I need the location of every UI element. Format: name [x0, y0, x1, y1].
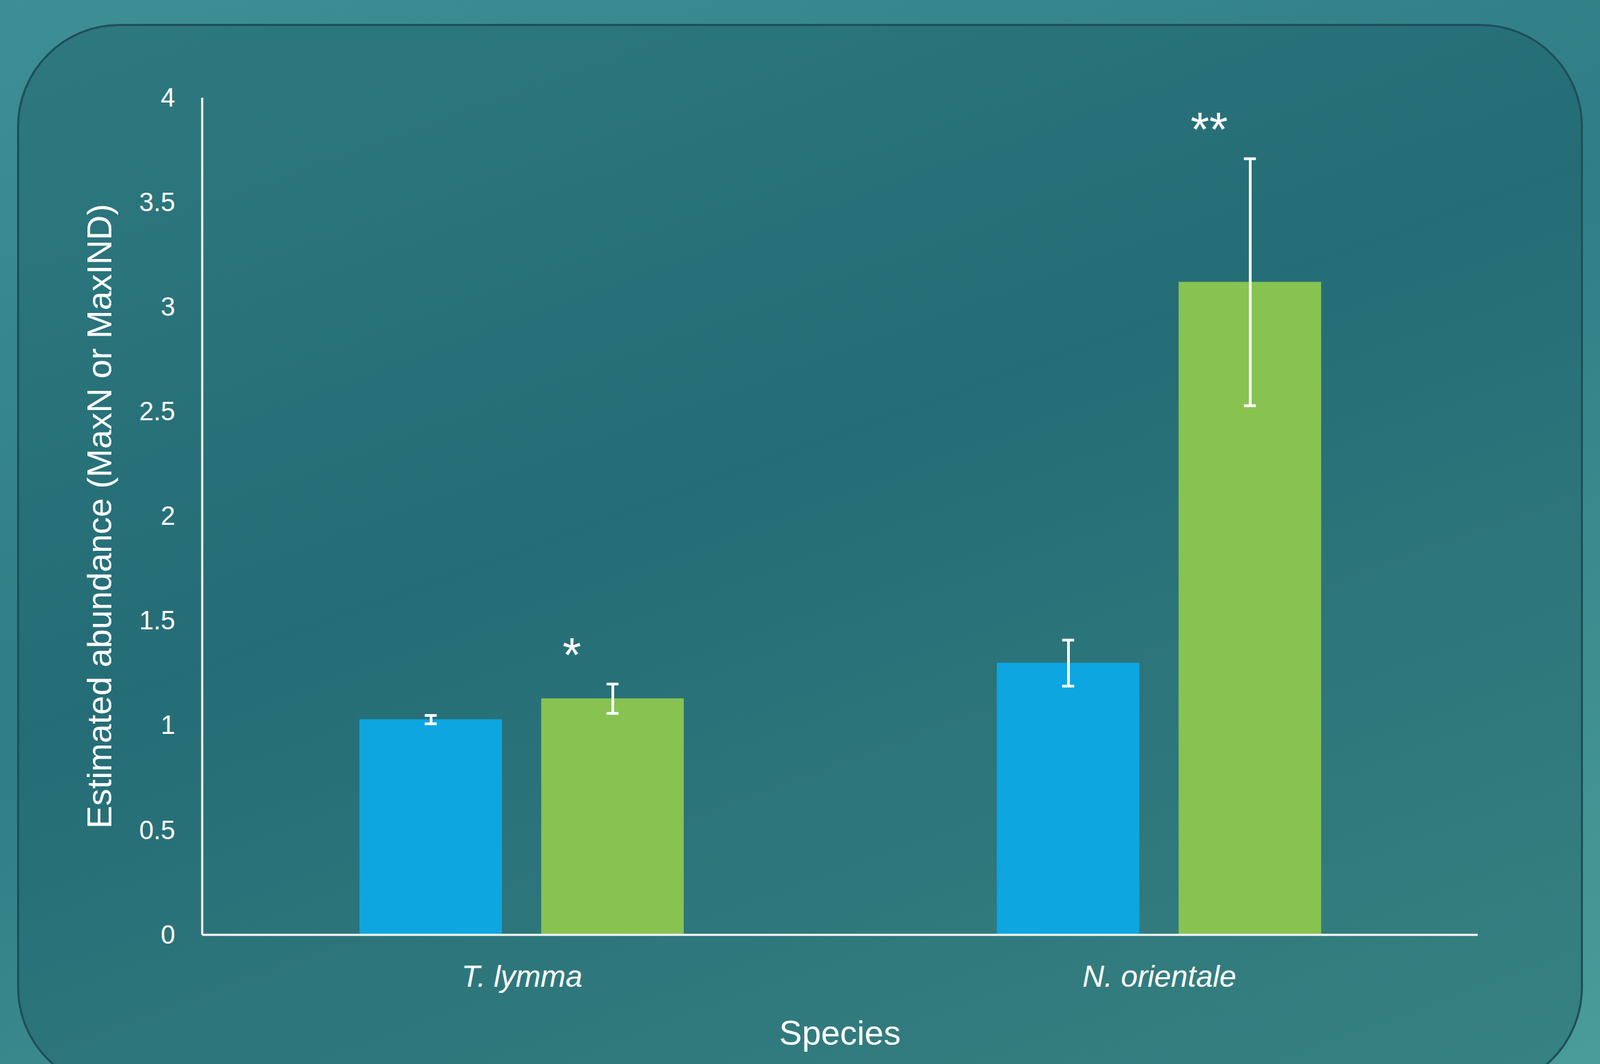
svg-text:0: 0	[160, 920, 175, 949]
svg-text:1: 1	[160, 710, 175, 740]
svg-text:2: 2	[160, 501, 175, 531]
svg-text:T. lymma: T. lymma	[461, 959, 583, 993]
svg-text:3: 3	[160, 292, 175, 322]
svg-text:4: 4	[160, 83, 175, 113]
svg-text:0.5: 0.5	[139, 815, 176, 845]
svg-text:**: **	[1190, 103, 1228, 157]
svg-text:*: *	[562, 628, 581, 682]
svg-text:Estimated abundance (MaxN or M: Estimated abundance (MaxN or MaxIND)	[80, 203, 119, 829]
svg-text:3.5: 3.5	[139, 187, 176, 217]
svg-text:2.5: 2.5	[139, 396, 176, 426]
svg-text:1.5: 1.5	[139, 605, 176, 635]
svg-text:Species: Species	[779, 1013, 902, 1053]
svg-text:N. orientale: N. orientale	[1082, 959, 1236, 993]
